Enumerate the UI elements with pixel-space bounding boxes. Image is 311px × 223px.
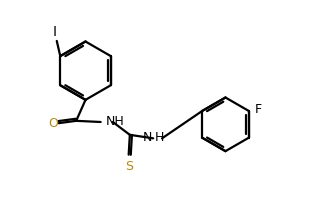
Text: S: S <box>125 161 133 173</box>
Text: H: H <box>154 131 164 144</box>
Text: I: I <box>53 25 56 39</box>
Text: NH: NH <box>106 115 125 128</box>
Text: F: F <box>255 103 262 116</box>
Text: O: O <box>48 117 58 130</box>
Text: N: N <box>143 131 152 144</box>
